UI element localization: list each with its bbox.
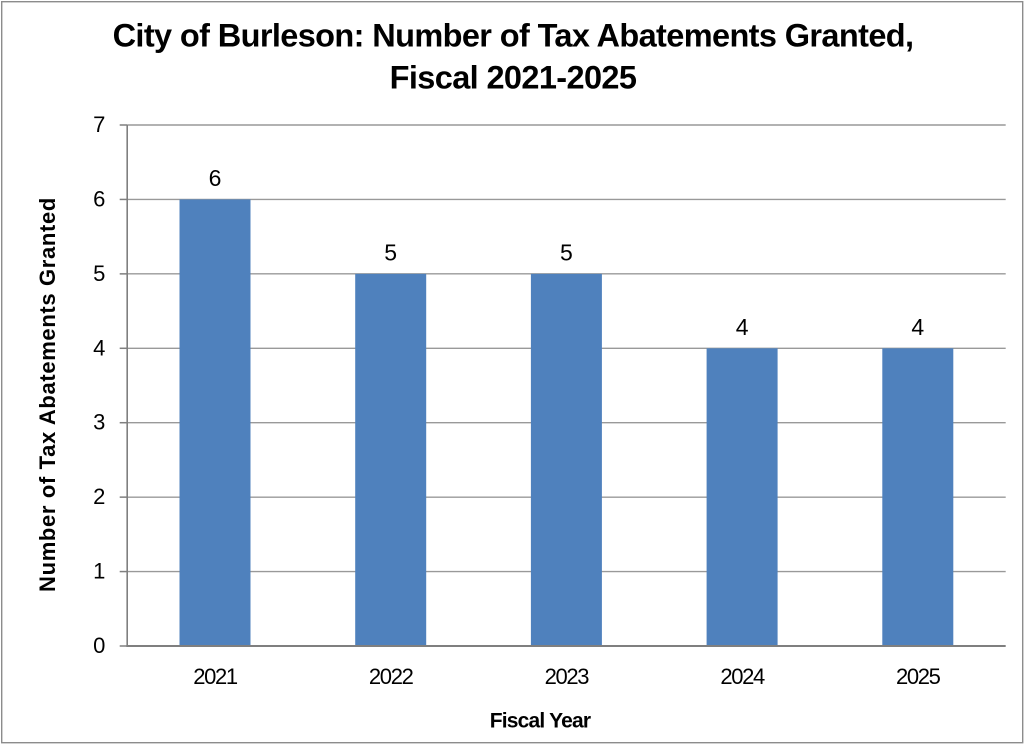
svg-text:6: 6 <box>93 186 105 211</box>
svg-text:1: 1 <box>93 559 105 584</box>
svg-text:Fiscal Year: Fiscal Year <box>490 710 591 733</box>
svg-text:Number of Tax Abatements Grant: Number of Tax Abatements Granted <box>35 197 60 592</box>
svg-text:2024: 2024 <box>720 664 765 689</box>
svg-text:Fiscal 2021-2025: Fiscal 2021-2025 <box>390 60 637 96</box>
svg-text:2023: 2023 <box>545 664 590 689</box>
svg-text:2: 2 <box>93 484 105 509</box>
svg-text:2021: 2021 <box>193 664 238 689</box>
svg-text:City of Burleson: Number of Ta: City of Burleson: Number of Tax Abatemen… <box>113 18 914 54</box>
svg-text:5: 5 <box>560 240 573 266</box>
svg-text:7: 7 <box>93 112 105 137</box>
svg-text:3: 3 <box>93 410 105 435</box>
svg-text:2025: 2025 <box>896 664 941 689</box>
svg-text:4: 4 <box>911 314 924 340</box>
svg-text:4: 4 <box>736 314 749 340</box>
svg-text:5: 5 <box>384 240 397 266</box>
svg-text:5: 5 <box>93 261 105 286</box>
svg-text:2022: 2022 <box>369 664 414 689</box>
svg-text:6: 6 <box>209 165 222 191</box>
svg-text:0: 0 <box>93 633 105 658</box>
svg-text:4: 4 <box>93 335 105 360</box>
